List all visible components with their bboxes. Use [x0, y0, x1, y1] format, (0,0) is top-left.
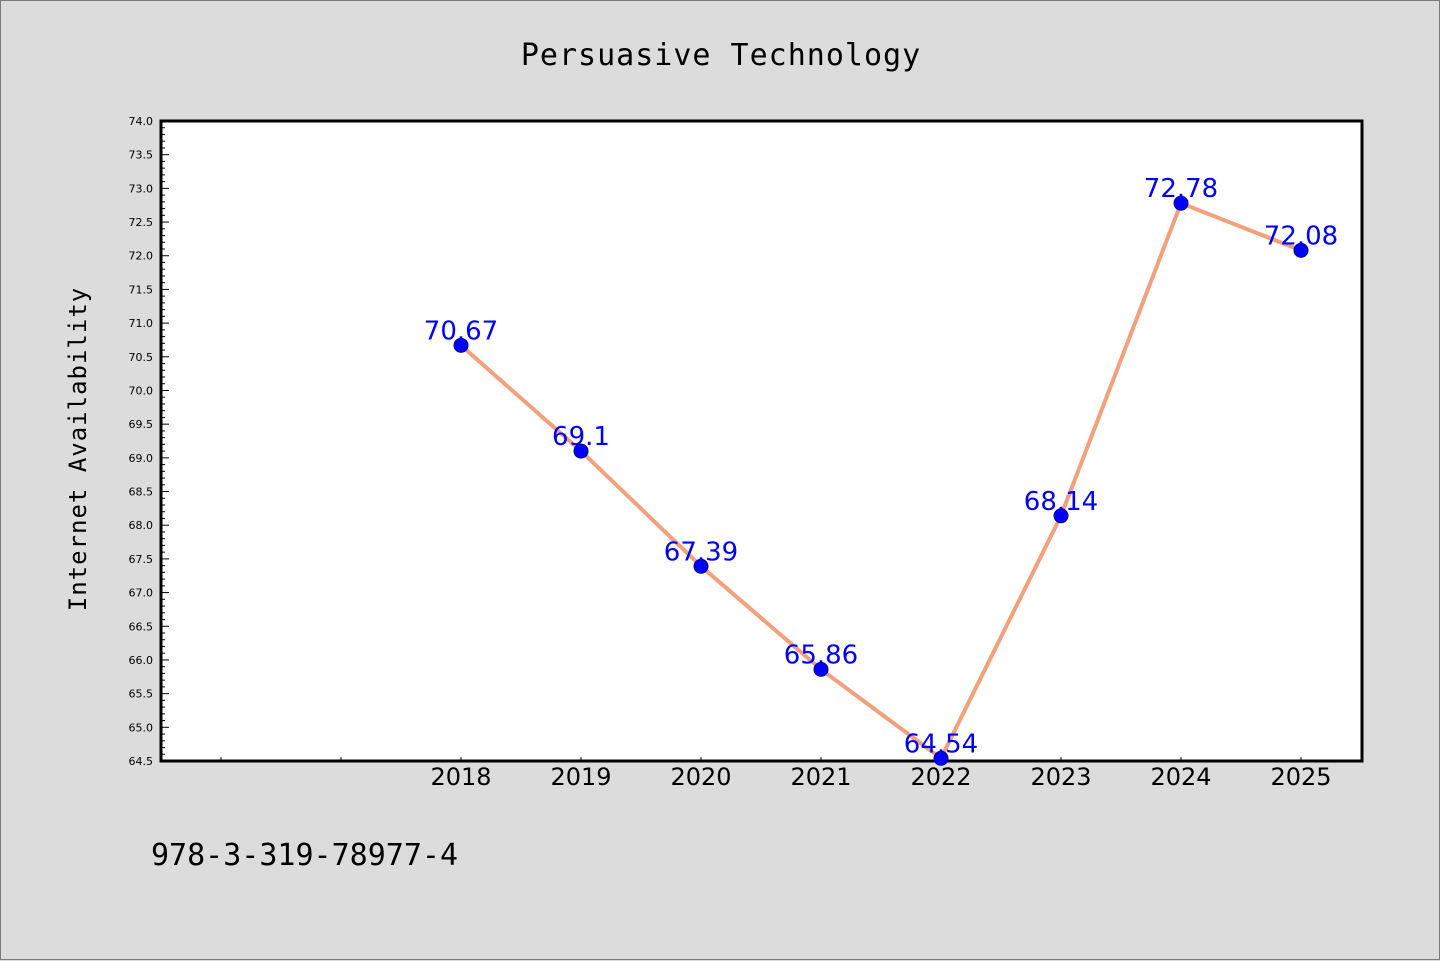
y-tick-label: 70.0 [129, 384, 154, 397]
data-label: 72.08 [1264, 221, 1338, 251]
data-point-marker [693, 558, 709, 574]
series-group: 70.67 69.1 67.39 65.86 64.54 68.14 72.78 72.08 [424, 174, 1338, 766]
y-tick-label: 71.5 [129, 283, 154, 296]
data-point-marker [1293, 242, 1309, 258]
x-tick-label: 2020 [670, 763, 731, 791]
y-tick-label: 68.5 [129, 486, 154, 499]
data-label: 72.78 [1144, 174, 1218, 204]
y-tick-label: 69.0 [129, 452, 154, 465]
y-tick-label: 71.0 [129, 317, 154, 330]
x-axis: 2018 2019 2020 2021 2022 2023 2024 2025 [220, 757, 1332, 791]
y-tick-label: 70.5 [129, 351, 154, 364]
data-label: 70.67 [424, 316, 498, 346]
data-point-marker [813, 661, 829, 677]
y-tick-label: 69.5 [129, 418, 154, 431]
y-tick-label: 72.5 [129, 216, 154, 229]
data-label: 69.1 [552, 422, 610, 452]
data-point-marker [933, 750, 949, 766]
data-point-marker [453, 337, 469, 353]
data-point-marker [1053, 508, 1069, 524]
data-point-marker [1173, 195, 1189, 211]
y-tick-label: 67.0 [129, 587, 154, 600]
chart-title: Persuasive Technology [521, 38, 921, 73]
x-tick-label: 2025 [1270, 763, 1331, 791]
y-tick-label: 66.0 [129, 654, 154, 667]
y-tick-label: 73.0 [129, 182, 154, 195]
x-tick-label: 2023 [1030, 763, 1091, 791]
y-tick-label: 73.5 [129, 149, 154, 162]
x-tick-label: 2022 [910, 763, 971, 791]
y-tick-label: 64.5 [129, 755, 154, 768]
plot-area [159, 119, 1364, 763]
y-tick-label: 65.0 [129, 721, 154, 734]
y-tick-label: 72.0 [129, 250, 154, 263]
y-tick-label: 74.0 [129, 115, 154, 128]
x-tick-label: 2021 [790, 763, 851, 791]
x-tick-label: 2024 [1150, 763, 1211, 791]
y-tick-label: 68.0 [129, 519, 154, 532]
y-axis: 64.5 65.0 65.5 66.0 66.5 67.0 67.5 68.0 68.5 69.0… [129, 115, 169, 768]
y-tick-label: 67.5 [129, 553, 154, 566]
y-tick-label: 66.5 [129, 620, 154, 633]
y-axis-label: Internet Availability [64, 287, 92, 611]
data-label: 68.14 [1024, 487, 1098, 517]
footer-text: 978-3-319-78977-4 [151, 838, 458, 873]
y-tick-label: 65.5 [129, 688, 154, 701]
data-point-marker [573, 443, 589, 459]
series-line [459, 201, 1302, 761]
data-label: 65.86 [784, 640, 858, 670]
x-tick-label: 2019 [550, 763, 611, 791]
data-label: 64.54 [904, 729, 978, 759]
x-tick-label: 2018 [430, 763, 491, 791]
data-label: 67.39 [664, 537, 738, 567]
